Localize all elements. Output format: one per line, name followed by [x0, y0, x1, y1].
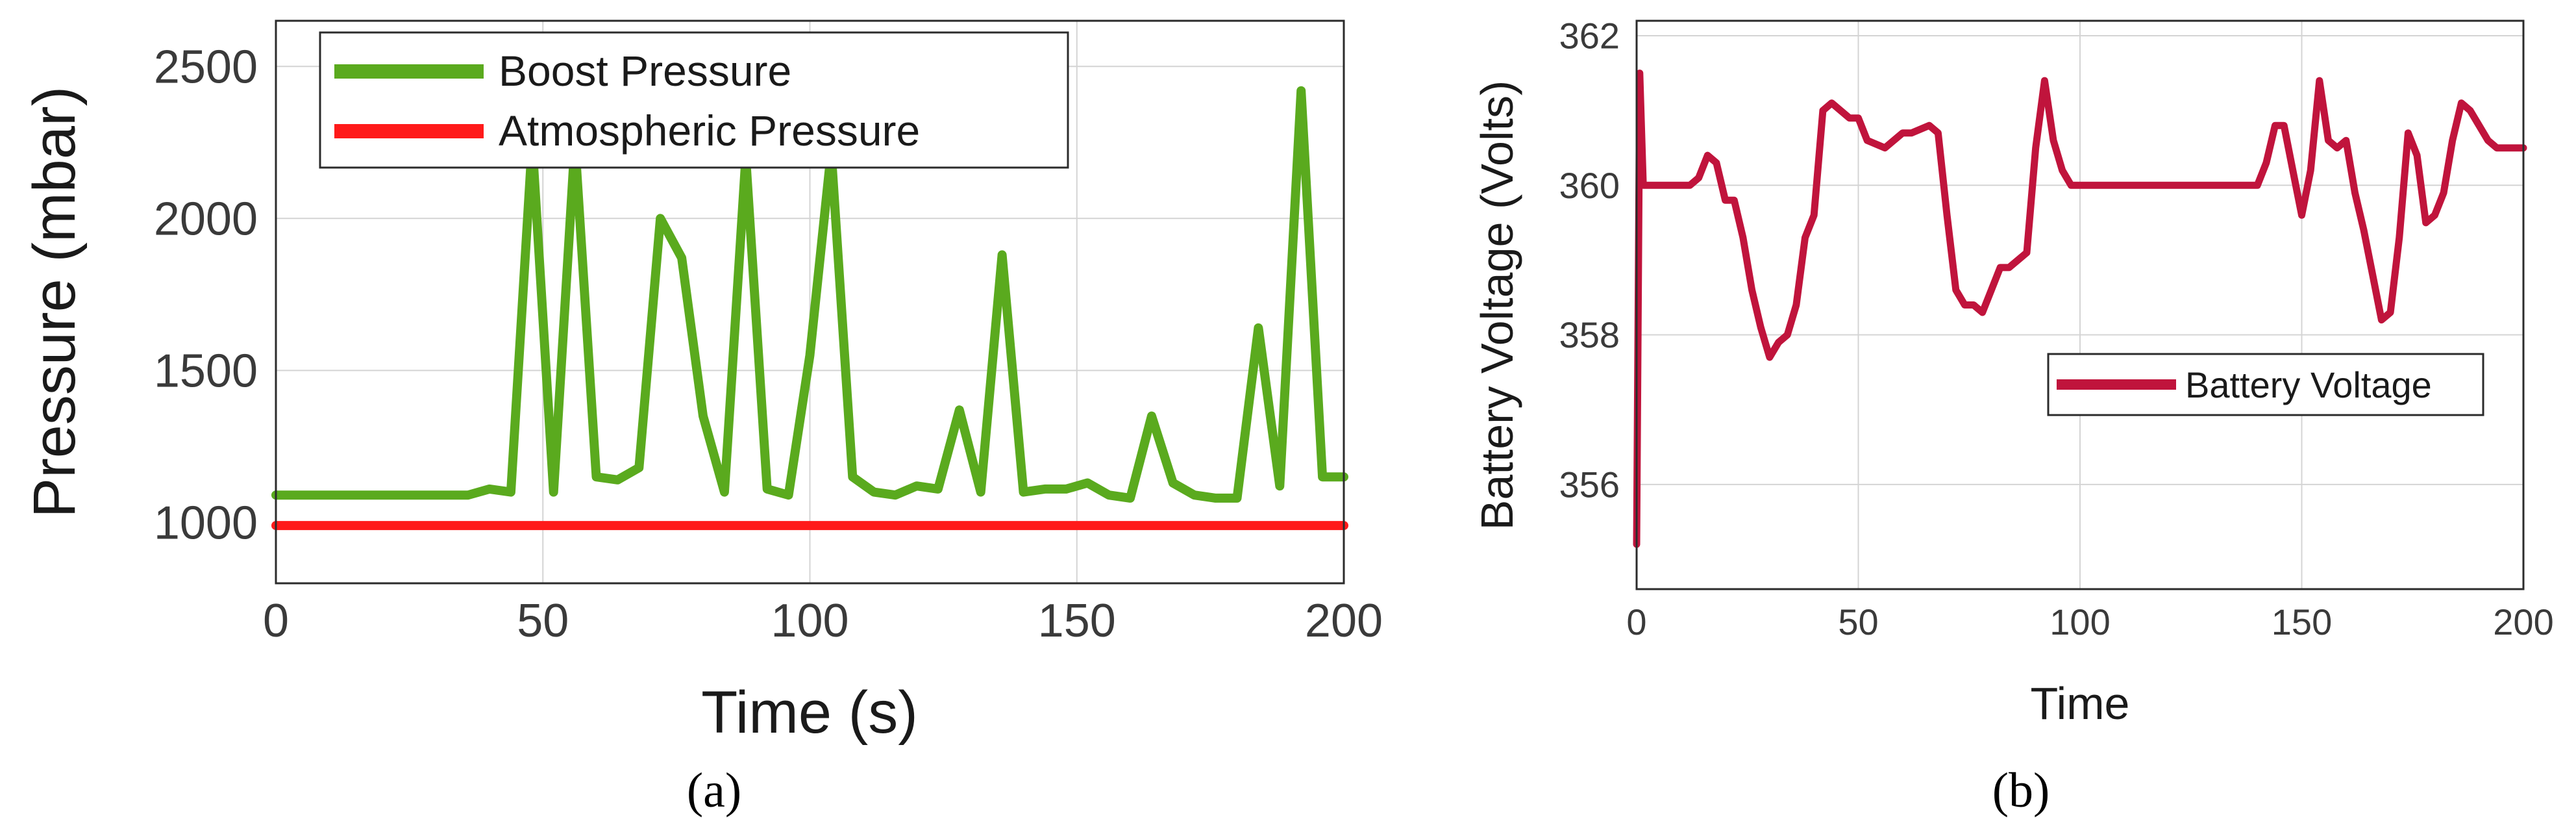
chart-b-legend: Battery Voltage: [2047, 353, 2484, 416]
chart-a-caption: (a): [687, 763, 741, 818]
chart-a-xtick-label: 200: [1305, 595, 1383, 647]
chart-a-xtick-label: 100: [771, 595, 848, 647]
series-line-boost-pressure: [271, 86, 1348, 503]
chart-b-xtick-label: 200: [2493, 601, 2553, 642]
chart-a-ytick-label: 2500: [154, 41, 258, 93]
legend-label-boost-pressure: Boost Pressure: [499, 47, 791, 95]
chart-b-xlabel: Time: [2031, 678, 2130, 729]
chart-a-xtick-label: 150: [1038, 595, 1116, 647]
chart-a-series: [271, 86, 1348, 531]
chart-b-series: [1633, 70, 2527, 548]
chart-a-ytick-label: 1000: [154, 498, 258, 550]
chart-b-xtick-label: 150: [2272, 601, 2332, 642]
chart-b-ytick-label: 360: [1559, 165, 1620, 206]
chart-a-ytick-label: 1500: [154, 346, 258, 398]
chart-b-ticks: 0 50 100 150 200 356 358 360 362: [1559, 16, 2554, 642]
chart-b-frame: [1635, 19, 2525, 590]
chart-a-legend-box: [319, 31, 1069, 169]
chart-a-ticks: 0 50 100 150 200 1000 1500 2000 2500: [154, 41, 1383, 647]
chart-a-ytick-label: 2000: [154, 193, 258, 245]
chart-b-xtick-label: 50: [1838, 601, 1878, 642]
series-line-battery-voltage: [1633, 70, 2527, 548]
chart-b-ytick-label: 358: [1559, 314, 1620, 355]
legend-label-atmospheric-pressure: Atmospheric Pressure: [499, 107, 920, 155]
chart-b: 0 50 100 150 200 356 358 360 362 Time Battery Vo…: [1472, 16, 2554, 818]
chart-b-xtick-label: 100: [2050, 601, 2110, 642]
chart-b-caption: (b): [1992, 763, 2050, 818]
chart-a-xtick-label: 50: [517, 595, 569, 647]
chart-a-legend: Boost Pressure Atmospheric Pressure: [319, 31, 1069, 169]
chart-a-xlabel: Time (s): [701, 679, 918, 746]
chart-b-ytick-label: 362: [1559, 16, 1620, 57]
chart-b-ytick-label: 356: [1559, 464, 1620, 505]
chart-b-xtick-label: 0: [1626, 601, 1646, 642]
chart-a: 0 50 100 150 200 1000 1500 2000 2500 Time (s) Pr…: [21, 19, 1383, 818]
chart-a-xtick-label: 0: [263, 595, 289, 647]
chart-a-ylabel: Pressure (mbar): [21, 86, 88, 518]
legend-label-battery-voltage: Battery Voltage: [2185, 364, 2432, 405]
chart-a-frame: [275, 19, 1345, 585]
chart-b-ylabel: Battery Voltage (Volts): [1472, 81, 1522, 531]
